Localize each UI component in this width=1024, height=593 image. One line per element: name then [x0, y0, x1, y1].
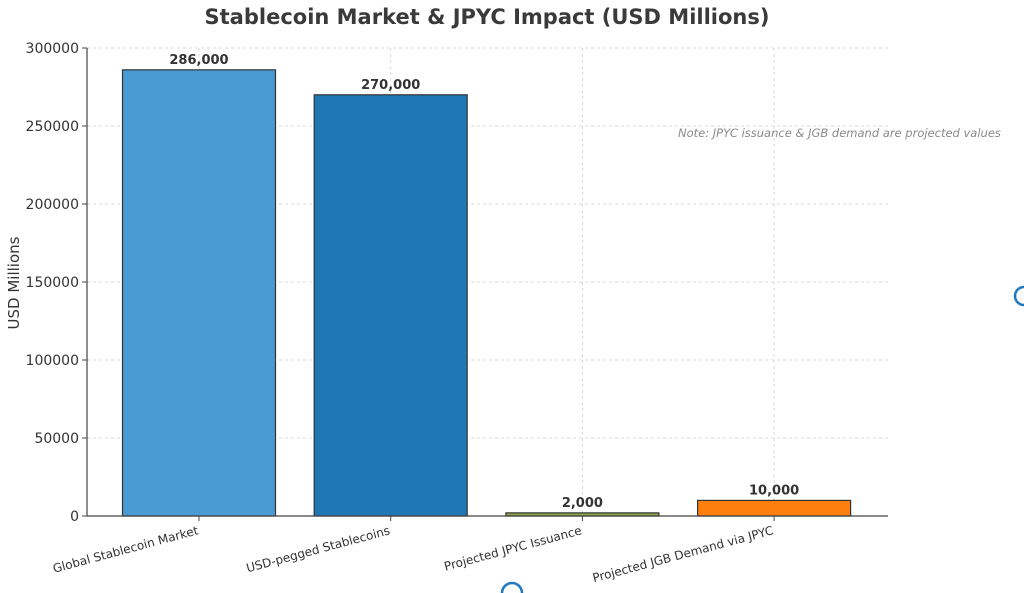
bottom-resize-handle[interactable] [500, 581, 524, 593]
y-tick-label: 200000 [26, 197, 79, 213]
bars [121, 69, 852, 517]
chart-title: Stablecoin Market & JPYC Impact (USD Mil… [205, 5, 770, 29]
bar-value-label: 286,000 [169, 53, 228, 68]
bar-value-label: 10,000 [749, 483, 799, 498]
y-tick-label: 50000 [34, 431, 79, 447]
y-tick-label: 150000 [26, 275, 79, 291]
bar [313, 94, 468, 517]
projection-note: Note: JPYC issuance & JGB demand are pro… [678, 126, 1001, 140]
bar [696, 499, 852, 517]
bar-value-label: 2,000 [562, 496, 603, 511]
right-resize-handle[interactable] [1013, 285, 1024, 307]
data-labels: 286,000 270,000 2,000 10,000 [169, 53, 799, 511]
x-category-label: Projected JPYC Issuance [443, 523, 584, 573]
x-category-label: Global Stablecoin Market [51, 523, 200, 575]
y-tick-label: 300000 [26, 41, 79, 57]
x-category-label: Projected JGB Demand via JPYC [591, 523, 775, 585]
y-tick-label: 250000 [26, 119, 79, 135]
y-axis-label: USD Millions [5, 236, 23, 329]
y-axis-ticks: 0 50000 100000 150000 200000 250000 300000 [26, 41, 87, 525]
x-axis-categories: Global Stablecoin Market USD-pegged Stabl… [51, 516, 775, 585]
bar-value-label: 270,000 [361, 78, 420, 93]
y-tick-label: 0 [70, 509, 79, 525]
bar [121, 69, 277, 517]
y-tick-label: 100000 [26, 353, 79, 369]
x-category-label: USD-pegged Stablecoins [245, 523, 392, 575]
